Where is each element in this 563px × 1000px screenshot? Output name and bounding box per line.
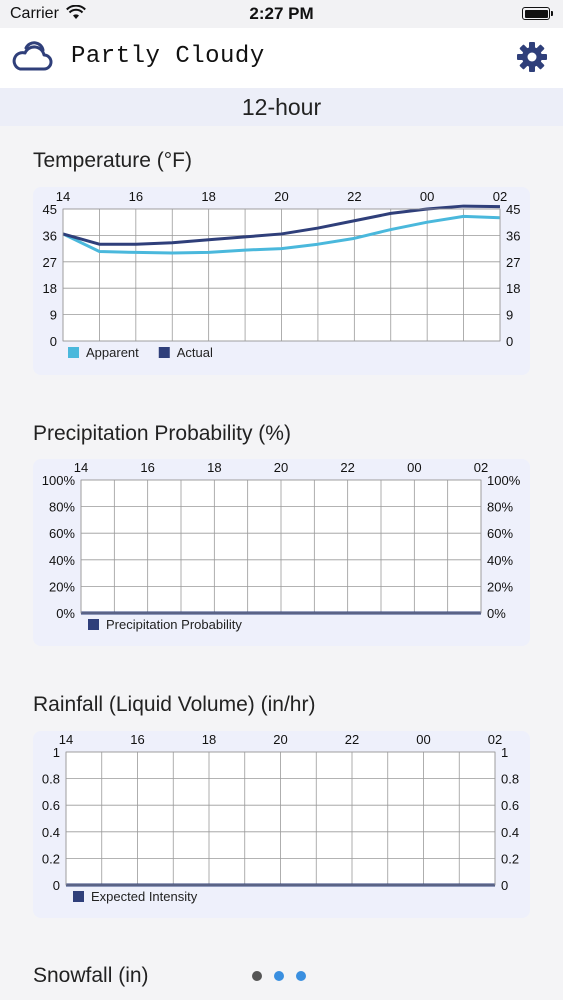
y-tick-label-left: 100% [42,473,76,488]
y-tick-label-left: 27 [43,255,57,270]
rainfall-chart-svg: 0 00.2 0.20.4 0.40.6 0.60.8 0.81 114 16 18 20 22 00… [42,732,519,904]
page-indicator[interactable] [252,968,318,986]
y-tick-label-left: 0.2 [42,851,60,866]
y-tick-label-right: 100% [487,473,521,488]
y-tick-label-left: 1 [53,745,60,760]
y-tick-label-left: 18 [43,281,57,296]
x-tick-label: 18 [201,189,215,204]
battery-icon [522,7,553,20]
clock: 2:27 PM [249,4,314,23]
y-tick-label-right: 80% [487,500,513,515]
y-tick-label-right: 1 [501,745,508,760]
x-tick-label: 20 [273,732,287,747]
temperature-chart: 0 0 9 9 18 18 27 27 36 36 45 45 14 16 18 20 22 00 02 Appare… [33,187,530,375]
rainfall-chart-title: Rainfall (Liquid Volume) (in/hr) [33,693,316,716]
app-title: Partly Cloudy [71,43,265,70]
section-title: 12-hour [0,88,563,126]
x-tick-label: 22 [345,732,359,747]
legend-swatch [68,347,79,358]
y-tick-label-left: 45 [43,202,57,217]
page-dot[interactable] [274,971,284,981]
legend-swatch [158,347,170,358]
status-bar: Carrier 2:27 PM [0,0,563,28]
snowfall-chart-title: Snowfall (in) [33,964,149,987]
x-tick-label: 18 [202,732,216,747]
y-tick-label-right: 0.6 [501,798,519,813]
legend-label: Actual [177,345,213,360]
x-tick-label: 02 [493,189,507,204]
x-tick-label: 02 [474,460,488,475]
precipitation-chart-title: Precipitation Probability (%) [33,422,291,445]
x-tick-label: 16 [129,189,143,204]
x-tick-label: 14 [56,189,70,204]
wifi-icon [66,4,86,26]
y-tick-label-right: 0.8 [501,772,519,787]
y-tick-label-left: 36 [43,228,57,243]
x-tick-label: 20 [274,460,288,475]
rainfall-chart: 0 0 0.2 0.2 0.4 0.4 0.6 0.6 0.8 0.8 1 1 14 16 18 20 22 00… [33,731,530,918]
y-tick-label-right: 0.2 [501,851,519,866]
plot-border [62,208,501,342]
y-tick-label-right: 20% [487,579,513,594]
y-tick-label-right: 0.4 [501,825,519,840]
x-tick-label: 20 [274,189,288,204]
temperature-chart-title: Temperature (°F) [33,149,192,172]
y-tick-label-right: 18 [506,281,520,296]
gear-icon[interactable] [516,41,548,78]
legend-label: Precipitation Probability [106,617,242,632]
y-tick-label-right: 27 [506,255,520,270]
series-line [62,214,501,255]
plot-border [65,751,496,886]
x-tick-label: 16 [130,732,144,747]
y-tick-label-left: 0.8 [42,772,60,787]
y-tick-label-left: 40% [49,553,75,568]
x-tick-label: 00 [416,732,430,747]
y-tick-label-right: 0 [501,878,508,893]
x-tick-label: 22 [340,460,354,475]
y-tick-label-left: 20% [49,579,75,594]
y-tick-label-left: 60% [49,526,75,541]
y-tick-label-right: 45 [506,202,520,217]
y-tick-label-right: 40% [487,553,513,568]
app-header: Partly Cloudy [0,28,563,88]
x-tick-label: 14 [74,460,88,475]
page-dot[interactable] [296,971,306,981]
y-tick-label-left: 9 [50,308,57,323]
y-tick-label-right: 0% [487,606,506,621]
x-tick-label: 00 [420,189,434,204]
y-tick-label-left: 0.6 [42,798,60,813]
partly-cloudy-icon [10,36,54,81]
y-tick-label-left: 0% [56,606,75,621]
legend-swatch [73,891,84,902]
x-tick-label: 14 [59,732,73,747]
y-tick-label-left: 80% [49,500,75,515]
y-tick-label-left: 0 [50,334,57,349]
y-tick-label-right: 9 [506,308,513,323]
legend-swatch [88,619,99,630]
precipitation-chart: 0% 0% 20% 20% 40% 40% 60% 60% 80% 80% 100% 100% 14 16… [33,459,530,646]
precipitation-chart-svg: 0% 0%20% 20%40% 40%60% 60%80% 80%100% 100%14 16… [42,460,521,632]
plot-border [80,479,482,614]
x-tick-label: 18 [207,460,221,475]
y-tick-label-right: 0 [506,334,513,349]
legend-label: Apparent [86,345,139,360]
x-tick-label: 02 [488,732,502,747]
y-tick-label-right: 60% [487,526,513,541]
page-dot[interactable] [252,971,262,981]
y-tick-label-right: 36 [506,228,520,243]
legend-label: Expected Intensity [91,889,198,904]
y-tick-label-left: 0 [53,878,60,893]
y-tick-label-left: 0.4 [42,825,60,840]
x-tick-label: 16 [140,460,154,475]
x-tick-label: 22 [347,189,361,204]
carrier-label: Carrier [10,5,59,22]
x-tick-label: 00 [407,460,421,475]
